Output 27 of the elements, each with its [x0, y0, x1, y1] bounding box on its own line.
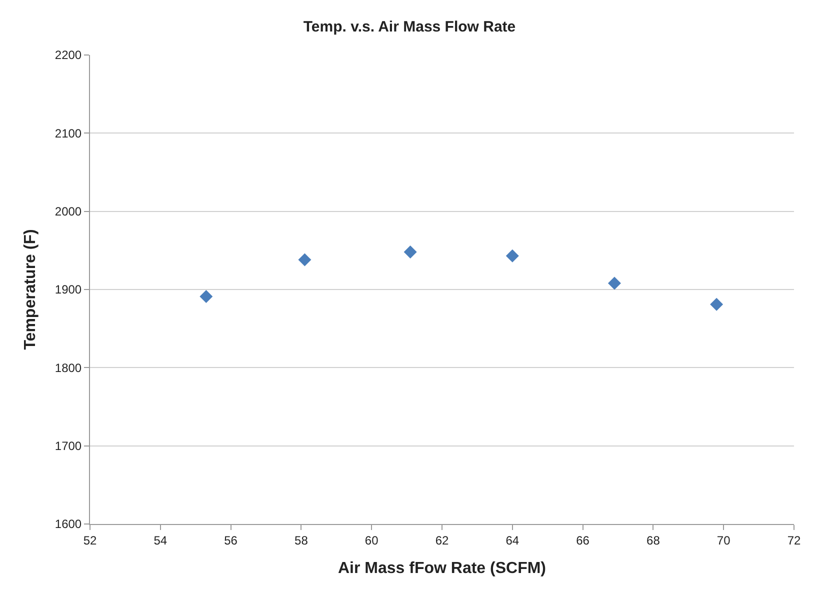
- y-tick-label: 1600: [54, 517, 82, 532]
- point: [506, 249, 519, 262]
- x-tick-label: 58: [294, 533, 308, 548]
- x-tick-label: 56: [224, 533, 238, 548]
- x-tick-label: 64: [506, 533, 520, 548]
- point: [200, 290, 213, 304]
- x-tick-label: 54: [154, 533, 168, 548]
- point: [710, 298, 724, 311]
- point: [608, 276, 621, 290]
- chart-title: Temp. v.s. Air Mass Flow Rate: [303, 18, 516, 36]
- y-tick-label: 2100: [54, 126, 82, 140]
- y-tick-label: 1800: [54, 360, 82, 375]
- x-tick-label: 52: [83, 533, 97, 548]
- y-axis-title: Temperature (F): [22, 229, 39, 350]
- x-tick-label: 66: [576, 533, 590, 548]
- x-tick-label: 72: [787, 533, 801, 548]
- x-axis-title: Air Mass fFow Rate (SCFM): [338, 560, 546, 578]
- y-tick-label: 2000: [54, 204, 82, 219]
- x-tick-label: 62: [435, 533, 449, 548]
- x-tick-label: 70: [716, 533, 731, 548]
- y-tick-label: 1700: [54, 439, 82, 454]
- point: [298, 253, 312, 266]
- x-tick-label: 60: [364, 533, 379, 548]
- point: [404, 245, 417, 258]
- y-tick-label: 1900: [54, 282, 82, 297]
- x-tick-label: 68: [646, 533, 660, 548]
- y-tick-label: 2200: [54, 48, 82, 62]
